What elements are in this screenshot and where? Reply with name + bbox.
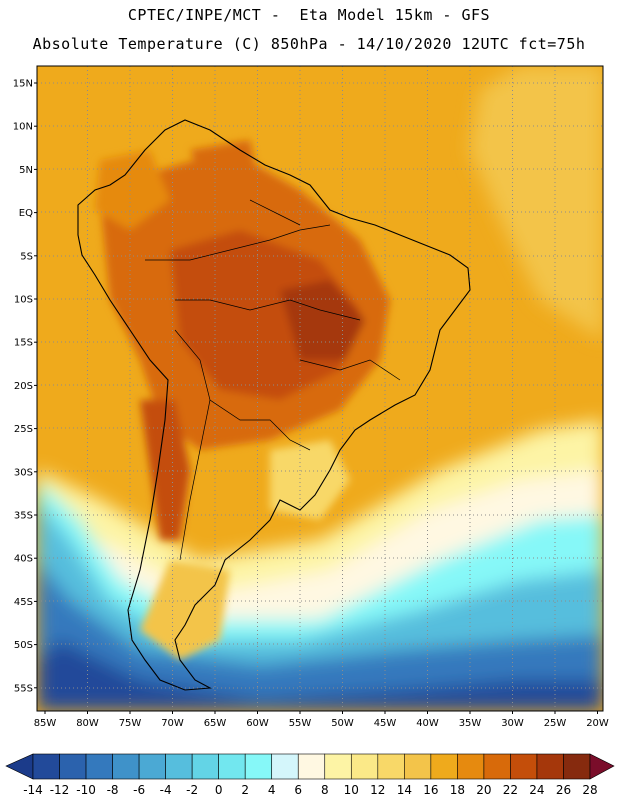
colorbar-tick-label: -6: [133, 783, 145, 797]
colorbar-box: [404, 753, 432, 780]
lon-label: 40W: [416, 718, 439, 729]
colorbar-box: [457, 753, 485, 780]
lon-label: 30W: [501, 718, 524, 729]
colorbar-tick-label: -14: [23, 783, 43, 797]
colorbar-tick-label: 14: [397, 783, 412, 797]
colorbar-tick-label: -4: [160, 783, 172, 797]
lon-label: 75W: [119, 718, 142, 729]
colorbar-box: [165, 753, 193, 780]
colorbar: [5, 753, 615, 780]
colorbar-box: [430, 753, 458, 780]
lon-label: 80W: [76, 718, 99, 729]
title-line-2: Absolute Temperature (C) 850hPa - 14/10/…: [32, 35, 586, 53]
colorbar-tick-label: -8: [107, 783, 119, 797]
colorbar-box: [563, 753, 591, 780]
country-borders: [145, 199, 401, 561]
lat-label: 45S: [14, 597, 33, 608]
colorbar-tick-label: 0: [215, 783, 223, 797]
colorbar-box: [297, 753, 326, 780]
lon-label: 50W: [331, 718, 354, 729]
colorbar-box: [536, 753, 564, 780]
temperature-field: [37, 66, 603, 711]
lat-label: 50S: [14, 640, 33, 651]
colorbar-tick-label: 16: [423, 783, 438, 797]
colorbar-tick-label: 10: [344, 783, 359, 797]
lat-label: 15N: [13, 79, 33, 90]
colorbar-tick-label: 8: [321, 783, 329, 797]
lat-label: EQ: [19, 208, 33, 219]
south-america-coastline: [77, 119, 471, 691]
colorbar-tick-label: 20: [476, 783, 491, 797]
colorbar-box: [377, 753, 405, 780]
longitude-labels: 85W 80W 75W 70W 65W 60W 55W 50W 45W 40W 35W 30W 25W 2…: [34, 711, 609, 729]
colorbar-tick-label: -12: [50, 783, 70, 797]
lon-label: 55W: [289, 718, 312, 729]
lat-label: 5N: [19, 165, 33, 176]
colorbar-box: [85, 753, 113, 780]
colorbar-tick-label: 4: [268, 783, 276, 797]
colorbar-tick-label: -2: [186, 783, 198, 797]
lat-label: 10S: [14, 295, 33, 306]
colorbar-box: [138, 753, 166, 780]
lat-label: 15S: [14, 338, 33, 349]
colorbar-max-arrow: [589, 753, 615, 780]
colorbar-box: [244, 753, 273, 780]
colorbar-box: [483, 753, 511, 780]
colorbar-box: [218, 753, 246, 780]
colorbar-tick-label: 28: [582, 783, 597, 797]
colorbar-tick-label: 6: [294, 783, 302, 797]
colorbar-box: [271, 753, 299, 780]
colorbar-tick-labels: -14 -12 -10 -8 -6 -4 -2 0 2 4 6 8 10 12 14 16 18 20 22 24 26…: [23, 783, 597, 797]
lat-label: 20S: [14, 381, 33, 392]
colorbar-tick-label: 2: [241, 783, 249, 797]
colorbar-box: [191, 753, 219, 780]
title-line-1: CPTEC/INPE/MCT - Eta Model 15km - GFS: [127, 6, 491, 24]
colorbar-box: [32, 753, 60, 780]
colorbar-tick-label: 18: [450, 783, 465, 797]
lon-label: 70W: [161, 718, 184, 729]
lon-label: 60W: [246, 718, 269, 729]
lat-label: 30S: [14, 467, 33, 478]
colorbar-tick-label: -10: [76, 783, 96, 797]
lat-label: 35S: [14, 511, 33, 522]
colorbar-tick-label: 12: [370, 783, 385, 797]
lon-label: 20W: [586, 718, 609, 729]
lat-label: 5S: [20, 251, 33, 262]
colorbar-tick-label: 22: [503, 783, 518, 797]
colorbar-box: [510, 753, 538, 780]
lon-label: 25W: [544, 718, 567, 729]
colorbar-box: [59, 753, 87, 780]
colorbar-min-arrow: [5, 753, 34, 780]
lon-label: 85W: [34, 718, 57, 729]
lat-label: 25S: [14, 424, 33, 435]
lon-label: 35W: [459, 718, 482, 729]
lat-label: 10N: [13, 122, 33, 133]
colorbar-box: [112, 753, 140, 780]
colorbar-box: [324, 753, 352, 780]
latitude-labels: 15N 10N 5N EQ 5S 10S 15S 20S 25S 30S 35S 40S 45S 50S 5…: [13, 79, 37, 694]
colorbar-tick-label: 24: [529, 783, 544, 797]
lon-label: 45W: [374, 718, 397, 729]
colorbar-box: [350, 753, 379, 780]
lat-label: 55S: [14, 683, 33, 694]
lon-label: 65W: [204, 718, 227, 729]
map-frame: [36, 65, 604, 712]
lat-label: 40S: [14, 554, 33, 565]
colorbar-tick-label: 26: [556, 783, 571, 797]
